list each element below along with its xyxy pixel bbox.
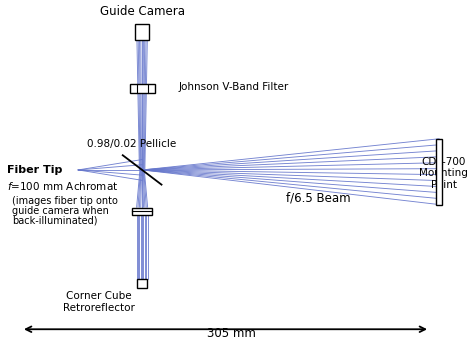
Bar — [129, 84, 155, 93]
Text: Fiber Tip: Fiber Tip — [7, 165, 63, 175]
Text: guide camera when: guide camera when — [12, 206, 109, 216]
Text: Corner Cube
Retroreflector: Corner Cube Retroreflector — [63, 291, 135, 313]
Text: f/6.5 Beam: f/6.5 Beam — [286, 191, 351, 204]
Text: Johnson V-Band Filter: Johnson V-Band Filter — [179, 82, 289, 92]
Text: CDK-700
Mounting
Point: CDK-700 Mounting Point — [419, 157, 468, 190]
Text: (images fiber tip onto: (images fiber tip onto — [12, 196, 118, 206]
Bar — [137, 279, 147, 288]
Text: back-illuminated): back-illuminated) — [12, 216, 98, 226]
Text: 0.98/0.02 Pellicle: 0.98/0.02 Pellicle — [87, 139, 176, 149]
Text: $f$=100 mm Achromat: $f$=100 mm Achromat — [7, 180, 118, 193]
Bar — [132, 208, 153, 215]
Text: 305 mm: 305 mm — [207, 326, 255, 340]
Text: Guide Camera: Guide Camera — [100, 5, 184, 18]
Bar — [135, 24, 149, 40]
Bar — [437, 139, 442, 204]
